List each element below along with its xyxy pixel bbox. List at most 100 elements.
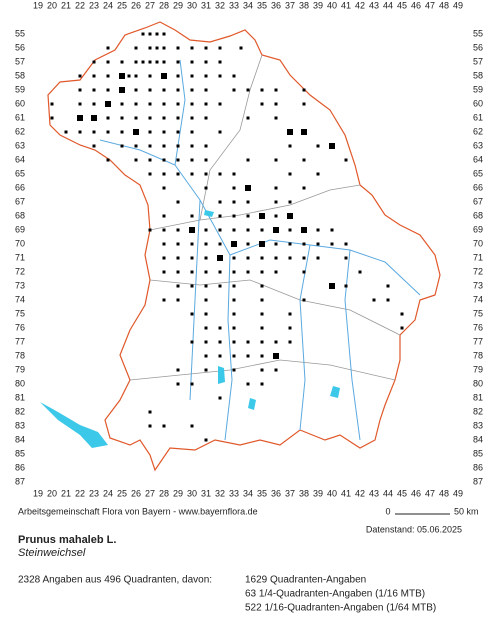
marker: [232, 172, 236, 176]
marker: [232, 326, 236, 330]
marker: [204, 116, 208, 120]
marker: [260, 326, 264, 330]
marker: [204, 340, 208, 344]
column-label: 25: [117, 0, 127, 10]
row-label: 72: [473, 266, 483, 276]
column-label: 43: [369, 488, 379, 498]
marker: [176, 270, 180, 274]
marker: [204, 186, 208, 190]
marker-large: [259, 241, 265, 247]
marker: [148, 88, 152, 92]
marker: [232, 354, 236, 358]
marker: [372, 298, 376, 302]
row-label: 61: [473, 112, 483, 122]
lake: [40, 402, 108, 448]
marker-large: [119, 73, 125, 79]
marker: [274, 242, 278, 246]
grid-labels: 19 19 20 20 21 21 22 22 23 23 24 24 25 25 26 26 27 27 28 28…: [15, 0, 483, 498]
marker-large: [273, 227, 279, 233]
column-label: 29: [173, 488, 183, 498]
row-label: 62: [15, 126, 25, 136]
marker: [50, 102, 54, 106]
column-label: 33: [229, 488, 239, 498]
marker: [162, 214, 166, 218]
marker: [232, 200, 236, 204]
summary-line: 63 1/4-Quadranten-Angaben (1/16 MTB): [245, 589, 425, 600]
marker: [190, 214, 194, 218]
marker: [204, 242, 208, 246]
marker: [288, 200, 292, 204]
marker: [148, 158, 152, 162]
marker: [190, 312, 194, 316]
column-label: 41: [341, 0, 351, 10]
column-label: 33: [229, 0, 239, 10]
map-base: [40, 21, 441, 472]
marker-large: [133, 129, 139, 135]
marker: [92, 88, 96, 92]
marker: [232, 312, 236, 316]
row-label: 61: [15, 112, 25, 122]
marker: [302, 186, 306, 190]
marker: [106, 88, 110, 92]
row-label: 80: [473, 378, 483, 388]
marker: [148, 116, 152, 120]
marker: [260, 312, 264, 316]
row-label: 56: [15, 42, 25, 52]
marker: [92, 74, 96, 78]
row-label: 58: [473, 70, 483, 80]
marker: [218, 396, 222, 400]
marker: [204, 354, 208, 358]
marker: [50, 116, 54, 120]
marker: [246, 158, 250, 162]
column-label: 35: [257, 488, 267, 498]
column-label: 21: [61, 488, 71, 498]
column-label: 24: [103, 488, 113, 498]
column-label: 32: [215, 0, 225, 10]
marker: [218, 102, 222, 106]
marker: [190, 284, 194, 288]
marker: [204, 368, 208, 372]
row-label: 78: [473, 350, 483, 360]
marker: [78, 130, 82, 134]
marker: [176, 242, 180, 246]
summary-line: 1629 Quadranten-Angaben: [245, 575, 366, 586]
marker: [232, 74, 236, 78]
row-label: 82: [15, 406, 25, 416]
column-label: 37: [285, 488, 295, 498]
row-label: 63: [473, 140, 483, 150]
marker: [148, 102, 152, 106]
marker-large: [189, 227, 195, 233]
marker: [148, 424, 152, 428]
marker: [316, 256, 320, 260]
marker: [232, 340, 236, 344]
marker: [162, 298, 166, 302]
marker: [260, 368, 264, 372]
row-label: 73: [15, 280, 25, 290]
marker: [204, 172, 208, 176]
marker: [218, 130, 222, 134]
marker: [190, 242, 194, 246]
marker: [162, 88, 166, 92]
marker: [204, 270, 208, 274]
marker: [204, 284, 208, 288]
marker: [218, 46, 222, 50]
marker: [260, 88, 264, 92]
marker: [246, 116, 250, 120]
column-label: 42: [355, 0, 365, 10]
row-label: 55: [473, 28, 483, 38]
row-label: 73: [473, 280, 483, 290]
marker: [260, 284, 264, 288]
marker: [162, 46, 166, 50]
marker: [92, 144, 96, 148]
marker: [274, 270, 278, 274]
row-label: 62: [473, 126, 483, 136]
marker: [120, 130, 124, 134]
marker: [162, 116, 166, 120]
column-label: 19: [33, 488, 43, 498]
marker: [260, 228, 264, 232]
row-label: 86: [473, 462, 483, 472]
marker: [162, 172, 166, 176]
row-label: 83: [15, 420, 25, 430]
column-label: 22: [75, 488, 85, 498]
column-label: 43: [369, 0, 379, 10]
